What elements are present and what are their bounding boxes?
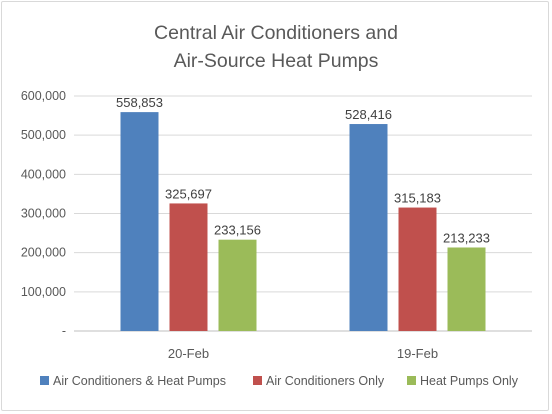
bar	[169, 203, 208, 331]
chart-title-line-1: Central Air Conditioners and	[154, 22, 398, 44]
y-tick-label: 600,000	[21, 89, 66, 103]
y-tick-label: 200,000	[21, 246, 66, 260]
chart-title-line-2: Air-Source Heat Pumps	[173, 50, 379, 72]
legend-swatch	[407, 376, 416, 385]
y-tick-label: -	[62, 324, 66, 338]
legend-label: Air Conditioners Only	[266, 374, 385, 388]
data-label: 558,853	[116, 95, 163, 110]
legend-swatch	[40, 376, 49, 385]
data-label: 213,233	[443, 230, 490, 245]
data-label: 315,183	[394, 191, 441, 206]
y-tick-label: 400,000	[21, 167, 66, 181]
bar	[218, 239, 257, 331]
data-label: 325,697	[165, 186, 212, 201]
y-tick-label: 500,000	[21, 128, 66, 142]
legend-label: Air Conditioners & Heat Pumps	[53, 374, 226, 388]
data-label: 528,416	[345, 107, 392, 122]
bar	[447, 247, 486, 331]
bar	[398, 207, 437, 331]
y-tick-label: 100,000	[21, 285, 66, 299]
bar	[349, 124, 388, 331]
x-tick-label: 20-Feb	[168, 346, 209, 361]
bar	[120, 112, 159, 331]
x-tick-label: 19-Feb	[397, 346, 438, 361]
legend-label: Heat Pumps Only	[420, 374, 519, 388]
data-label: 233,156	[214, 223, 261, 238]
legend-swatch	[253, 376, 262, 385]
y-tick-label: 300,000	[21, 207, 66, 221]
